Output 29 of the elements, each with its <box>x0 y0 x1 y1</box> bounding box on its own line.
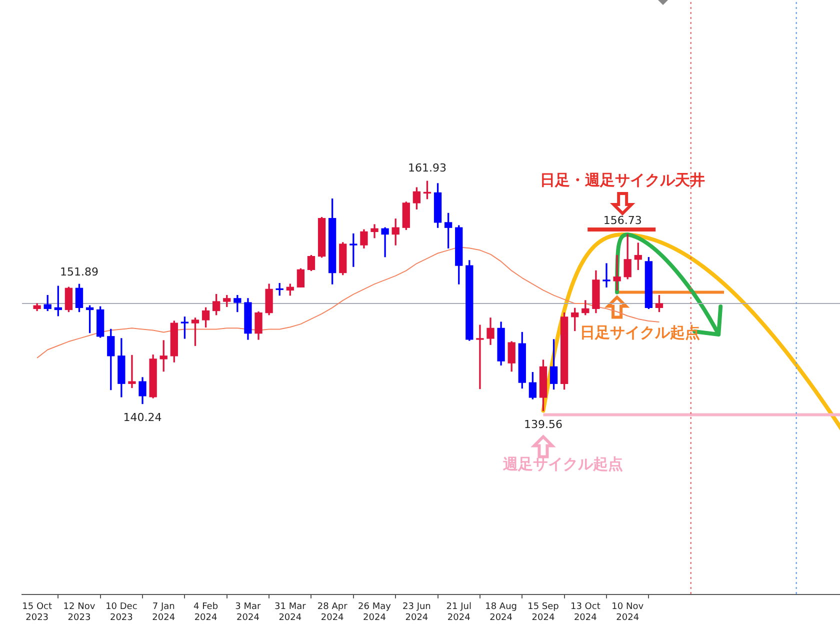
x-tick-label: 10 Dec 2023 <box>106 602 138 623</box>
annotation: 140.24 <box>123 411 162 424</box>
x-tick-label: 3 Mar 2024 <box>235 602 262 623</box>
x-tick-label: 31 Mar 2024 <box>274 602 306 623</box>
x-tick-label: 15 Sep 2024 <box>528 602 560 623</box>
annotation: 139.56 <box>524 418 562 432</box>
x-tick-label: 13 Oct 2024 <box>570 602 601 623</box>
candlestick <box>476 324 484 390</box>
x-tick-label: 12 Nov 2023 <box>63 602 96 623</box>
x-tick-label: 4 Feb 2024 <box>194 602 218 623</box>
annotation: 161.93 <box>408 161 446 174</box>
x-tick-label: 15 Oct 2023 <box>22 602 52 623</box>
x-tick-label: 18 Aug 2024 <box>485 602 517 623</box>
x-tick-label: 23 Jun 2024 <box>402 602 431 623</box>
candlestick <box>370 224 378 238</box>
candlestick <box>381 227 389 258</box>
candlestick <box>602 263 610 288</box>
x-tick-label: 21 Jul 2024 <box>446 602 472 623</box>
candlestick <box>128 354 136 388</box>
annotation: 151.89 <box>60 266 98 279</box>
x-tick-label: 26 May 2024 <box>358 602 392 623</box>
annotation: 日足・週足サイクル天井 <box>540 170 706 189</box>
annotation: 週足サイクル起点 <box>502 455 624 474</box>
candlestick <box>613 254 621 291</box>
annotation: 156.73 <box>603 214 642 227</box>
x-tick-label: 10 Nov 2024 <box>612 602 644 623</box>
annotation: 日足サイクル起点 <box>580 324 700 342</box>
x-tick-label: 28 Apr 2024 <box>317 602 348 623</box>
x-tick-label: 7 Jan 2024 <box>152 602 176 623</box>
